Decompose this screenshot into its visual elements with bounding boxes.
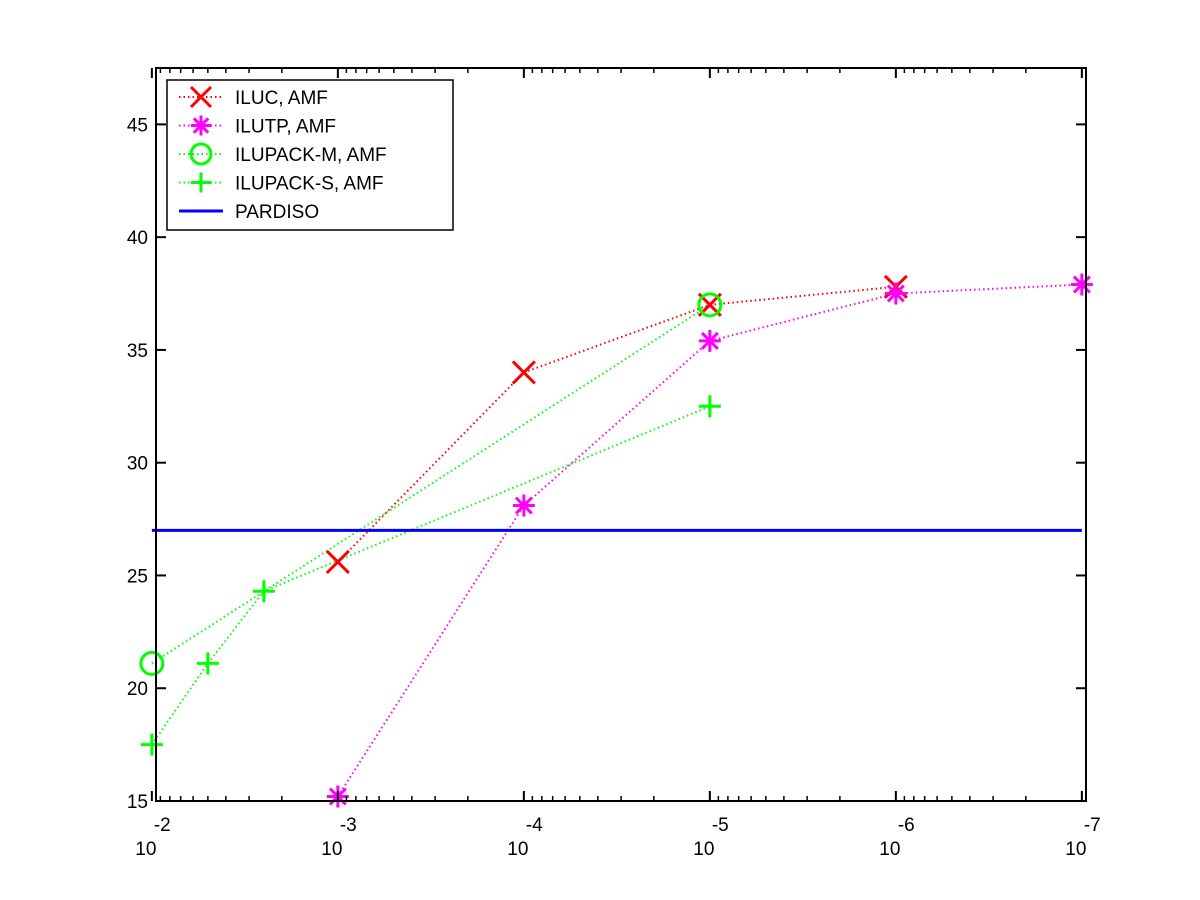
- data-point-3-0: [140, 733, 163, 756]
- x-tick-exponent-0: -2: [154, 815, 171, 836]
- legend: ILUC, AMF ILUTP, AMF ILUPACK-M, AMF ILUPACK…: [166, 79, 454, 231]
- x-tick-base-5: 10: [1065, 839, 1086, 860]
- y-tick-label-4: 35: [127, 341, 148, 362]
- data-point-1-2: [698, 329, 721, 352]
- x-tick-base-1: 10: [321, 839, 342, 860]
- legend-box: [166, 79, 454, 231]
- legend-entry-3: ILUPACK-S, AMF: [179, 172, 384, 195]
- y-tick-label-2: 25: [127, 566, 148, 587]
- legend-entry-1: ILUTP, AMF: [179, 115, 336, 138]
- plot-lines: [151, 283, 1082, 798]
- legend-label-0: ILUC, AMF: [235, 88, 328, 109]
- data-point-1-4: [1070, 273, 1093, 296]
- legend-entry-4: PARDISO: [179, 202, 319, 223]
- legend-label-2: ILUPACK-M, AMF: [235, 145, 387, 166]
- data-point-3-2: [252, 580, 275, 603]
- y-axis: 15 20 25 30 35 40 45: [127, 115, 1086, 813]
- x-tick-exponent-2: -4: [526, 815, 543, 836]
- series-line-1: [337, 283, 1082, 798]
- x-tick-base-3: 10: [693, 839, 714, 860]
- data-point-1-3: [884, 282, 907, 305]
- x-tick-exponent-1: -3: [340, 815, 357, 836]
- x-tick-exponent-5: -7: [1084, 815, 1101, 836]
- x-tick-exponent-4: -6: [898, 815, 915, 836]
- y-tick-label-1: 20: [127, 679, 148, 700]
- data-point-0-1: [511, 360, 536, 385]
- data-point-0-0: [325, 549, 350, 574]
- data-point-2-1: [697, 292, 723, 318]
- legend-label-3: ILUPACK-S, AMF: [235, 174, 384, 195]
- y-tick-label-5: 40: [127, 228, 148, 249]
- y-tick-label-0: 15: [127, 792, 148, 813]
- plot-markers: [139, 273, 1093, 808]
- y-tick-label-6: 45: [127, 115, 148, 136]
- series-line-3: [151, 405, 711, 746]
- data-point-1-1: [512, 494, 535, 517]
- x-tick-base-2: 10: [507, 839, 528, 860]
- data-point-3-3: [698, 395, 721, 418]
- x-tick-exponent-3: -5: [712, 815, 729, 836]
- x-tick-base-0: 10: [135, 839, 156, 860]
- legend-entry-0: ILUC, AMF: [179, 85, 328, 109]
- x-axis: 10 -2 10 -3 10 -4 10 -5 10 -6 10 -7: [135, 68, 1101, 860]
- legend-entry-2: ILUPACK-M, AMF: [179, 142, 387, 166]
- x-tick-base-4: 10: [879, 839, 900, 860]
- y-tick-label-3: 30: [127, 454, 148, 475]
- legend-label-1: ILUTP, AMF: [235, 117, 336, 138]
- legend-label-4: PARDISO: [235, 202, 319, 223]
- data-point-2-0: [139, 650, 165, 676]
- data-point-3-1: [196, 652, 219, 675]
